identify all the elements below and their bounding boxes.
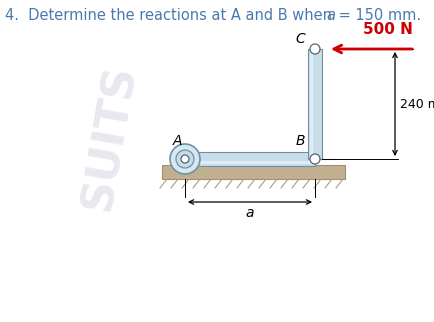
Bar — [187, 161, 312, 164]
Text: C: C — [295, 32, 304, 46]
Circle shape — [176, 150, 194, 168]
Text: 4.  Determine the reactions at A and B when: 4. Determine the reactions at A and B wh… — [5, 8, 336, 23]
Text: B: B — [295, 134, 304, 148]
Circle shape — [309, 154, 319, 164]
Circle shape — [170, 144, 200, 174]
Bar — [184, 152, 314, 166]
Circle shape — [181, 155, 188, 163]
Text: a: a — [325, 8, 334, 23]
Text: = 150 mm.: = 150 mm. — [333, 8, 420, 23]
Bar — [307, 49, 321, 159]
Circle shape — [309, 44, 319, 54]
Text: a: a — [245, 206, 253, 220]
Text: 500 N: 500 N — [362, 22, 412, 37]
Bar — [309, 51, 312, 157]
Text: SUITS: SUITS — [76, 61, 144, 213]
Text: 240 mm: 240 mm — [399, 98, 434, 110]
Bar — [161, 165, 344, 179]
Text: A: A — [172, 134, 181, 148]
